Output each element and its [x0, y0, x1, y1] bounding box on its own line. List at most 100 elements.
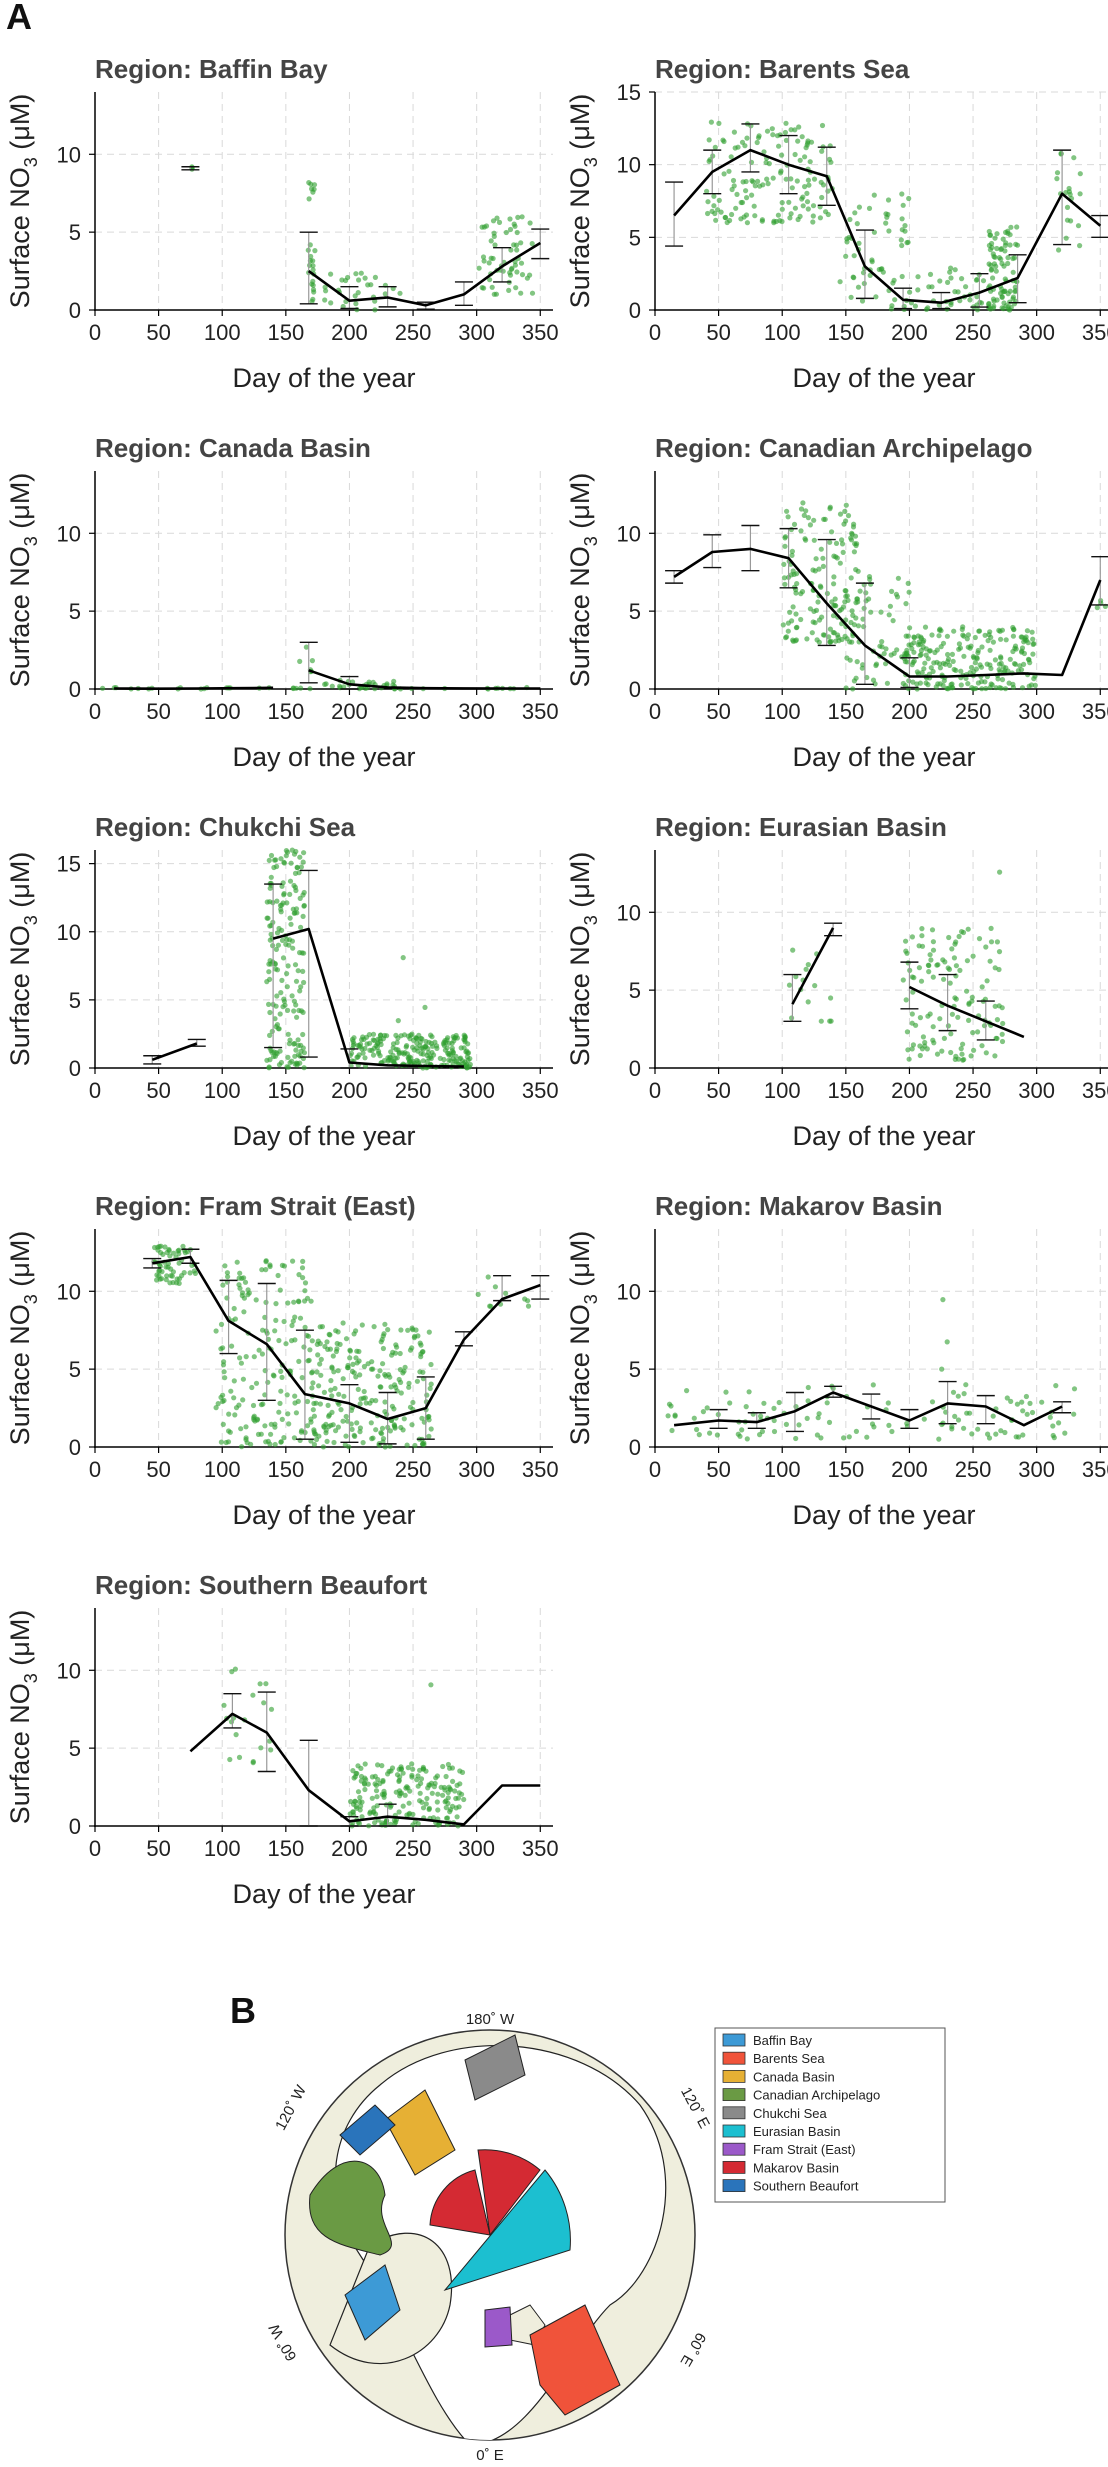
- error-bar: [340, 675, 359, 690]
- data-point: [937, 278, 943, 284]
- data-point: [730, 177, 737, 184]
- data-point: [871, 192, 877, 198]
- map-label-120e: 120˚ E: [677, 2084, 713, 2131]
- data-point: [407, 1036, 413, 1042]
- data-point: [930, 974, 936, 980]
- data-point: [398, 1379, 404, 1385]
- error-bar: [295, 1329, 314, 1440]
- data-point: [998, 246, 1005, 252]
- data-point: [400, 955, 406, 961]
- data-point: [857, 588, 863, 594]
- x-axis-label: Day of the year: [232, 1500, 415, 1530]
- data-point: [325, 1402, 331, 1408]
- data-point: [878, 609, 884, 615]
- x-tick-label: 350: [522, 1457, 559, 1482]
- data-point: [292, 1314, 298, 1320]
- data-point: [278, 856, 284, 862]
- region-baffin-bay: [344, 2264, 401, 2341]
- y-axis-label: Surface NO3 (μM): [5, 852, 41, 1067]
- data-point: [388, 1049, 394, 1055]
- x-axis-label: Day of the year: [232, 1879, 415, 1909]
- data-point: [827, 626, 834, 632]
- data-point: [410, 1399, 416, 1406]
- data-point: [764, 128, 771, 134]
- x-tick-label: 250: [395, 1078, 432, 1103]
- legend-label: Canada Basin: [753, 2069, 835, 2084]
- data-point: [937, 661, 943, 667]
- data-point: [1020, 1432, 1026, 1438]
- data-point: [355, 1386, 361, 1392]
- data-point: [805, 1384, 811, 1391]
- data-point: [951, 628, 957, 634]
- data-point: [869, 1421, 876, 1427]
- data-point: [842, 588, 848, 594]
- data-point: [371, 1037, 377, 1044]
- data-point: [236, 1754, 243, 1760]
- data-point: [995, 676, 1001, 682]
- data-point: [237, 1285, 243, 1291]
- data-point: [426, 1055, 432, 1061]
- data-point: [818, 584, 824, 590]
- data-point: [284, 1392, 290, 1398]
- data-point: [1005, 255, 1011, 261]
- data-point: [819, 148, 825, 154]
- x-tick-label: 150: [827, 1078, 864, 1103]
- data-point: [239, 1293, 245, 1299]
- data-point: [705, 210, 711, 217]
- data-point: [293, 1410, 299, 1416]
- x-tick-label: 300: [458, 699, 495, 724]
- data-point: [274, 1022, 280, 1028]
- data-point: [369, 1795, 375, 1801]
- data-point: [406, 1380, 412, 1386]
- data-point: [356, 1348, 362, 1355]
- data-point: [1014, 279, 1020, 285]
- data-point: [302, 1280, 309, 1286]
- data-point: [843, 685, 849, 691]
- error-bar: [1091, 214, 1108, 239]
- data-point: [830, 629, 836, 636]
- data-point: [491, 233, 497, 239]
- data-point: [1015, 668, 1022, 674]
- data-point: [947, 980, 953, 986]
- x-tick-label: 250: [395, 1836, 432, 1861]
- data-point: [761, 149, 767, 155]
- x-tick-label: 50: [706, 1457, 730, 1482]
- chart-title: Region: Baffin Bay: [95, 54, 328, 84]
- legend-label: Canadian Archipelago: [753, 2088, 880, 2103]
- data-point: [301, 850, 307, 856]
- x-tick-label: 150: [267, 699, 304, 724]
- data-point: [488, 1303, 494, 1309]
- data-point: [889, 303, 895, 309]
- data-point: [1053, 1383, 1059, 1389]
- data-point: [259, 1351, 265, 1357]
- data-point: [433, 1775, 439, 1781]
- data-point: [519, 272, 526, 278]
- error-bar: [264, 883, 283, 1049]
- data-point: [726, 168, 732, 174]
- data-point: [356, 277, 362, 283]
- data-point: [283, 1341, 289, 1347]
- data-point: [707, 1430, 713, 1436]
- x-tick-label: 100: [764, 320, 801, 345]
- data-point: [1064, 204, 1071, 210]
- map-label-120w: 120˚ W: [272, 2082, 310, 2133]
- data-point: [352, 1799, 358, 1805]
- data-point: [300, 1258, 306, 1264]
- data-point: [992, 965, 998, 971]
- data-point: [866, 574, 873, 580]
- legend-box: [714, 2027, 946, 2203]
- data-point: [1005, 260, 1011, 267]
- data-point: [273, 1301, 279, 1307]
- y-tick-label: 5: [69, 988, 81, 1013]
- data-point: [1062, 1430, 1068, 1436]
- data-point: [816, 639, 822, 645]
- data-point: [360, 1440, 366, 1446]
- data-point: [291, 851, 298, 857]
- data-point: [293, 1002, 299, 1008]
- series-line: [272, 927, 464, 1068]
- data-point: [345, 274, 351, 281]
- data-point: [451, 1038, 457, 1044]
- data-point: [999, 260, 1005, 267]
- data-point: [1030, 651, 1036, 657]
